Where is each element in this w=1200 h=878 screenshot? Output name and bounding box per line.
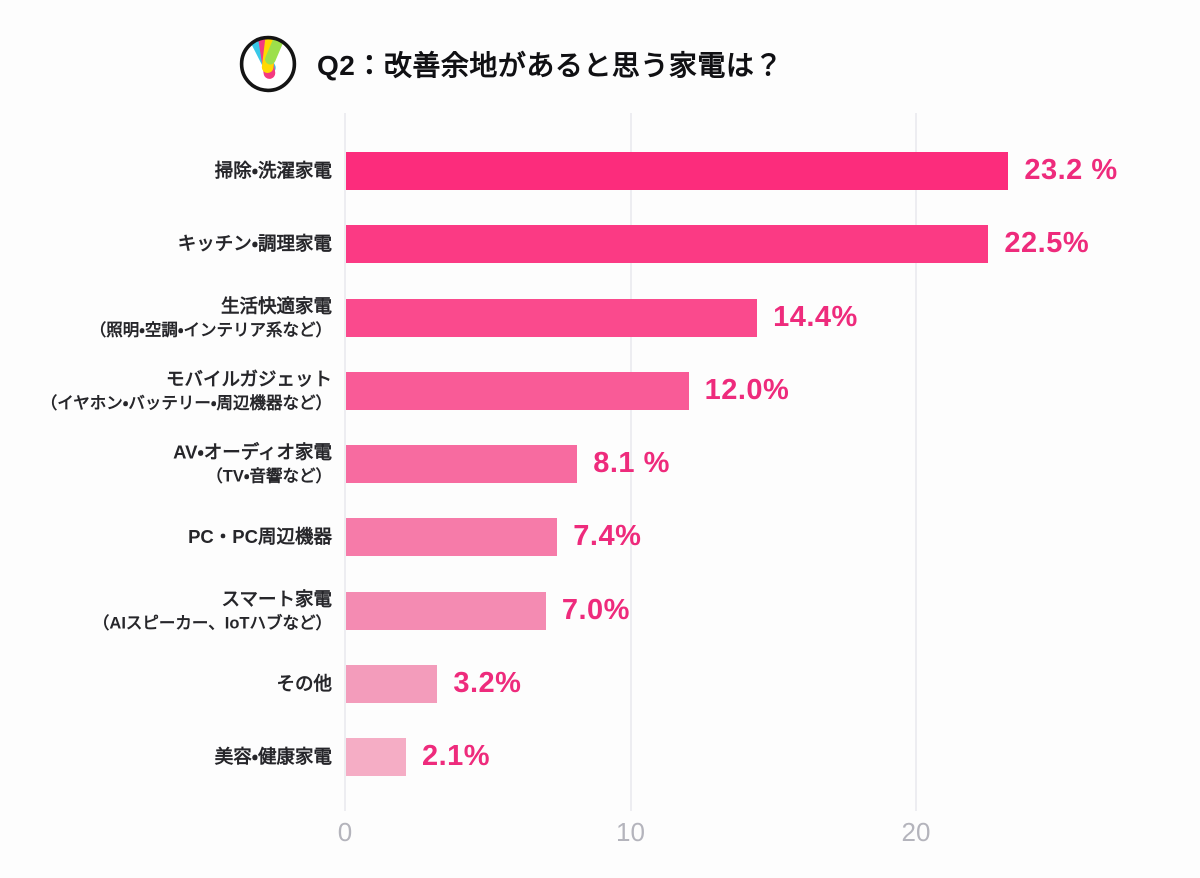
- category-label-sub: （イヤホン・バッテリー・周辺機器など）: [40, 394, 332, 413]
- value-label: 8.1 %: [593, 446, 670, 479]
- category-label-sub: （AIスピーカー、IoTハブなど）: [92, 614, 332, 632]
- brand-logo-icon: [239, 35, 297, 93]
- value-label: 23.2 %: [1024, 153, 1118, 186]
- category-label-sub: （TV・音響など）: [206, 467, 332, 486]
- x-tick-label: 10: [616, 817, 645, 847]
- gridline: [915, 113, 917, 811]
- category-label: 掃除・洗濯家電: [30, 158, 332, 184]
- category-label-sub: （照明・空調・インテリア系など）: [89, 321, 332, 339]
- bar: [346, 738, 406, 776]
- x-tick-label: 20: [901, 817, 931, 847]
- bar: [346, 298, 758, 337]
- bar: [346, 591, 546, 630]
- category-label: モバイルガジェット （イヤホン・バッテリー・周辺機器など）: [30, 366, 332, 415]
- gridline: [344, 113, 346, 811]
- gridline: [629, 113, 632, 811]
- category-label-main: 美容・健康家電: [214, 746, 332, 767]
- value-label: 22.5%: [1004, 227, 1090, 260]
- category-label-main: その他: [276, 672, 332, 694]
- logo-ring: [239, 35, 297, 93]
- category-label-main: モバイルガジェット: [166, 368, 332, 390]
- category-label: キッチン・調理家電: [30, 231, 332, 257]
- bar: [346, 225, 989, 264]
- value-label: 7.0%: [561, 593, 630, 626]
- header: Q2：改善余地があると思う家電は？: [238, 34, 783, 94]
- bar: [346, 152, 1009, 190]
- category-label: 生活快適家電 （照明・空調・インテリア系など）: [30, 293, 332, 342]
- bar: [346, 445, 578, 483]
- bar: [346, 518, 558, 557]
- category-label: その他: [30, 671, 332, 697]
- category-label-main: 掃除・洗濯家電: [214, 160, 332, 181]
- category-label-main: AV・オーディオ家電: [173, 441, 332, 463]
- bar: [346, 371, 689, 410]
- x-tick-label: 0: [337, 817, 353, 847]
- category-label: スマート家電 （AIスピーカー、IoTハブなど）: [30, 586, 332, 635]
- category-label: 美容・健康家電: [30, 744, 332, 770]
- category-label-main: 生活快適家電: [220, 295, 332, 316]
- value-label: 7.4%: [573, 520, 642, 553]
- category-label-main: スマート家電: [221, 588, 332, 609]
- value-label: 14.4%: [773, 300, 858, 333]
- value-label: 12.0%: [704, 373, 790, 406]
- category-label-main: キッチン・調理家電: [177, 233, 332, 255]
- logo-bar-green: [265, 39, 287, 65]
- category-label: PC・PC周辺機器: [30, 524, 332, 550]
- bar: [346, 664, 438, 703]
- value-label: 2.1%: [421, 739, 491, 772]
- value-label: 3.2%: [453, 666, 522, 699]
- category-label: AV・オーディオ家電 （TV・音響など）: [30, 440, 332, 489]
- chart-title: Q2：改善余地があると思う家電は？: [317, 50, 783, 81]
- category-label-main: PC・PC周辺機器: [188, 526, 332, 548]
